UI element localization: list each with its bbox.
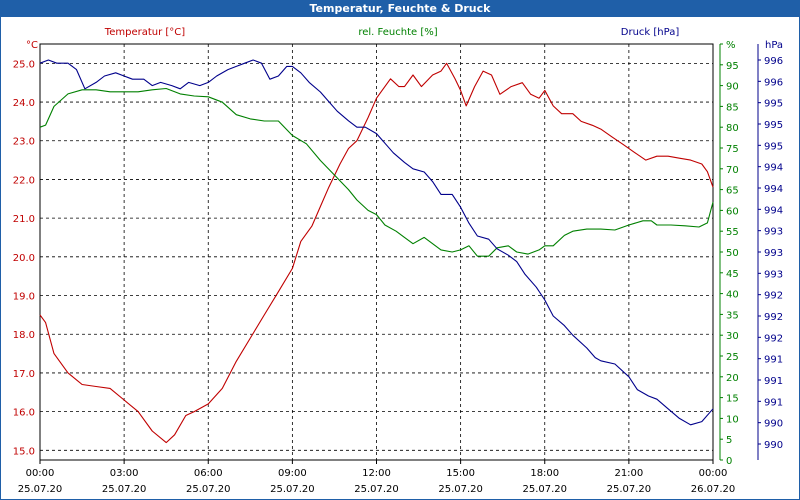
temperature-tick-label: 21.0 [13, 214, 35, 225]
temperature-tick-label: 20.0 [13, 253, 35, 264]
temperature-tick-label: 17.0 [13, 369, 35, 380]
temperature-unit-label: °C [26, 40, 38, 51]
x-tick-date-label: 25.07.20 [607, 484, 652, 495]
x-tick-time-label: 21:00 [614, 468, 643, 479]
humidity-tick-label: 50 [726, 248, 739, 259]
humidity-tick-label: 55 [726, 227, 739, 238]
temperature-tick-label: 15.0 [13, 446, 35, 457]
pressure-tick-label: 991 [764, 397, 783, 408]
pressure-tick-label: 990 [764, 440, 783, 451]
pressure-tick-label: 995 [764, 99, 783, 110]
humidity-tick-label: 75 [726, 144, 739, 155]
pressure-tick-label: 992 [764, 312, 783, 323]
x-tick-time-label: 00:00 [26, 468, 55, 479]
chart-title-bar: Temperatur, Feuchte & Druck [0, 0, 800, 17]
humidity-tick-label: 65 [726, 186, 739, 197]
temperature-series-label: Temperatur [°C] [104, 27, 185, 38]
pressure-tick-label: 994 [764, 184, 783, 195]
humidity-tick-label: 95 [726, 61, 739, 72]
x-tick-date-label: 26.07.20 [691, 484, 736, 495]
humidity-tick-label: 30 [726, 331, 739, 342]
temperature-tick-label: 25.0 [13, 59, 35, 70]
temperature-tick-label: 23.0 [13, 137, 35, 148]
temperature-tick-label: 19.0 [13, 292, 35, 303]
humidity-tick-label: 40 [726, 290, 739, 301]
humidity-tick-label: 15 [726, 394, 739, 405]
humidity-tick-label: 60 [726, 206, 739, 217]
x-tick-date-label: 25.07.20 [270, 484, 315, 495]
x-tick-date-label: 25.07.20 [18, 484, 63, 495]
pressure-tick-label: 990 [764, 419, 783, 430]
x-tick-date-label: 25.07.20 [438, 484, 483, 495]
humidity-tick-label: 20 [726, 373, 739, 384]
pressure-unit-label: hPa [765, 40, 783, 51]
pressure-tick-label: 994 [764, 163, 783, 174]
pressure-tick-label: 994 [764, 205, 783, 216]
pressure-tick-label: 995 [764, 120, 783, 131]
x-tick-date-label: 25.07.20 [522, 484, 567, 495]
series-lines [39, 59, 714, 444]
pressure-tick-label: 993 [764, 248, 783, 259]
pressure-tick-label: 992 [764, 333, 783, 344]
x-tick-time-label: 09:00 [278, 468, 307, 479]
x-tick-time-label: 15:00 [446, 468, 475, 479]
x-tick-date-label: 25.07.20 [354, 484, 399, 495]
x-tick-date-label: 25.07.20 [102, 484, 147, 495]
tick-labels: 15.0 16.0 17.0 18.0 19.0 20.0 21.0 22.0 23.0 24.0… [13, 40, 783, 495]
chart-title: Temperatur, Feuchte & Druck [309, 2, 491, 15]
x-tick-time-label: 18:00 [530, 468, 559, 479]
humidity-tick-label: 70 [726, 165, 739, 176]
pressure-tick-label: 991 [764, 355, 783, 366]
humidity-tick-label: 10 [726, 414, 739, 425]
x-tick-time-label: 06:00 [194, 468, 223, 479]
x-tick-time-label: 03:00 [110, 468, 139, 479]
pressure-tick-label: 993 [764, 269, 783, 280]
axes [39, 43, 761, 464]
series-line-pressure [39, 59, 714, 426]
pressure-tick-label: 995 [764, 141, 783, 152]
temperature-tick-label: 16.0 [13, 408, 35, 419]
humidity-tick-label: 80 [726, 123, 739, 134]
pressure-tick-label: 991 [764, 376, 783, 387]
temperature-tick-label: 24.0 [13, 98, 35, 109]
temperature-tick-label: 18.0 [13, 330, 35, 341]
humidity-tick-label: 0 [726, 456, 732, 467]
x-tick-time-label: 00:00 [699, 468, 728, 479]
humidity-tick-label: 5 [726, 435, 732, 446]
pressure-series-label: Druck [hPa] [621, 27, 680, 38]
pressure-tick-label: 996 [764, 77, 783, 88]
humidity-tick-label: 90 [726, 82, 739, 93]
temperature-tick-label: 22.0 [13, 175, 35, 186]
series-line-temperature [39, 62, 714, 444]
humidity-tick-label: % [726, 40, 736, 51]
pressure-tick-label: 993 [764, 227, 783, 238]
x-tick-time-label: 12:00 [362, 468, 391, 479]
humidity-tick-label: 35 [726, 310, 739, 321]
pressure-tick-label: 996 [764, 56, 783, 67]
series-line-humidity [39, 87, 714, 257]
x-tick-date-label: 25.07.20 [186, 484, 231, 495]
humidity-tick-label: 25 [726, 352, 739, 363]
humidity-tick-label: 85 [726, 102, 739, 113]
grid [40, 44, 713, 460]
humidity-series-label: rel. Feuchte [%] [358, 27, 437, 38]
pressure-tick-label: 992 [764, 291, 783, 302]
humidity-tick-label: 45 [726, 269, 739, 280]
